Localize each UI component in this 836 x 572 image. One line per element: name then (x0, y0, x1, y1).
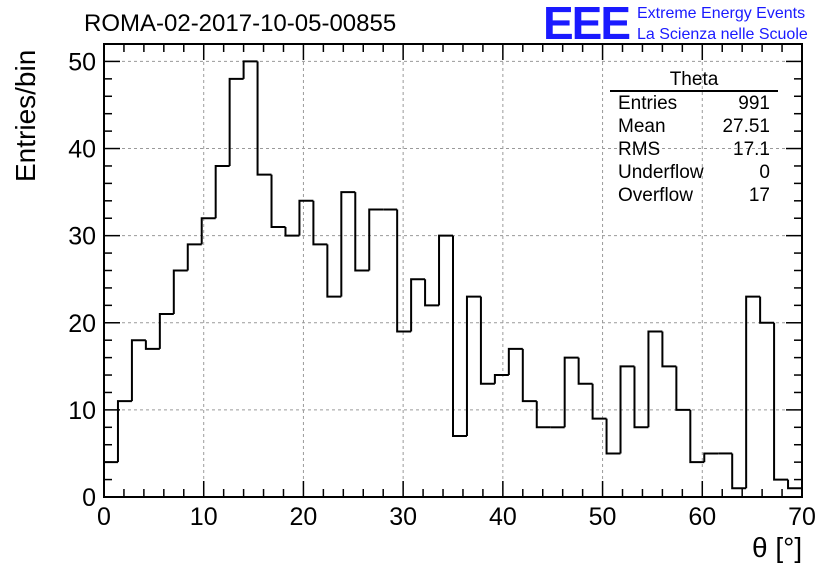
histogram-bar (214, 164, 230, 219)
histogram-bar (591, 383, 607, 420)
stats-row-entries: Entries 991 (610, 92, 778, 115)
histogram-bar (116, 400, 132, 463)
x-tick-label: 0 (97, 503, 111, 531)
histogram-bar (577, 357, 593, 385)
y-axis-label: Entries/bin (10, 49, 41, 182)
histogram-bar (605, 418, 621, 455)
stats-label: Underflow (618, 162, 704, 183)
x-tick-label: 20 (290, 503, 318, 531)
y-tick-label: 40 (68, 136, 96, 164)
histogram-bar (493, 374, 509, 384)
histogram-bar (270, 174, 286, 228)
stats-value: 17.1 (733, 139, 770, 160)
stats-label: RMS (618, 139, 661, 160)
histogram-bar (396, 209, 412, 333)
stats-row-rms: RMS 17.1 (610, 138, 778, 161)
x-tick-label: 30 (389, 503, 417, 531)
logo-caption: Extreme Energy Events La Scienza nelle S… (637, 3, 808, 45)
histogram-bar (424, 279, 440, 307)
y-tick-label: 10 (68, 397, 96, 425)
x-axis-label: θ [°] (752, 532, 803, 563)
histogram-bar (410, 278, 426, 332)
histogram-bar (438, 234, 453, 306)
histogram-bar (521, 348, 537, 403)
histogram-bar (703, 452, 719, 463)
x-tick-label: 10 (190, 503, 218, 531)
histogram-bar (200, 217, 216, 245)
histogram-bar (326, 244, 342, 298)
histogram-bar (563, 356, 579, 428)
stats-value: 27.51 (722, 116, 770, 137)
stats-label: Overflow (618, 185, 693, 206)
histogram-bar (535, 401, 551, 429)
stats-label: Entries (618, 93, 678, 114)
histogram-bar (186, 243, 202, 271)
stats-row-underflow: Underflow 0 (610, 161, 778, 184)
histogram-bar (745, 295, 761, 489)
histogram-bar (340, 191, 356, 297)
histogram-bar (465, 295, 481, 437)
histogram-bar (675, 366, 691, 411)
stats-value: 0 (759, 162, 770, 183)
histogram-bar (284, 226, 300, 237)
x-tick-label: 60 (688, 503, 716, 531)
histogram-bar (452, 235, 467, 438)
histogram-bar (158, 313, 174, 349)
y-tick-label: 50 (68, 48, 96, 76)
histogram-bar (633, 366, 649, 429)
stats-value: 991 (738, 93, 770, 114)
histogram-bar (619, 365, 635, 454)
y-tick-label: 30 (68, 223, 96, 251)
eee-logo: EEE (543, 0, 631, 49)
histogram-bar (661, 331, 677, 368)
histogram-bar (228, 77, 244, 166)
y-tick-label: 0 (82, 484, 96, 512)
x-tick-label: 50 (589, 503, 617, 531)
histogram-bar (354, 192, 370, 272)
histogram-bar (731, 453, 747, 490)
stats-title: Theta (610, 70, 778, 92)
stats-label: Mean (618, 116, 666, 137)
histogram-bar (479, 296, 495, 385)
stats-value: 17 (748, 185, 770, 206)
stats-box: Theta Entries 991 Mean 27.51 RMS 17.1 Un… (610, 70, 778, 207)
stats-row-mean: Mean 27.51 (610, 115, 778, 138)
histogram-bar (368, 208, 384, 271)
histogram-bar (144, 340, 160, 350)
histogram-bar (507, 347, 523, 376)
histogram-bar (298, 199, 314, 236)
histogram-bar (689, 409, 705, 464)
histogram-bar (256, 61, 272, 176)
histogram-bar (773, 322, 789, 481)
histogram-bar (130, 339, 146, 402)
x-tick-label: 70 (788, 503, 816, 531)
histogram-bar (242, 60, 258, 79)
histogram-bar (312, 200, 328, 246)
histogram-bar (172, 269, 188, 315)
chart-title: ROMA-02-2017-10-05-00855 (84, 10, 397, 37)
logo-line-1: Extreme Energy Events (637, 5, 806, 22)
x-tick-label: 40 (489, 503, 517, 531)
histogram-bar (759, 296, 775, 324)
histogram-bar (647, 330, 663, 428)
stats-row-overflow: Overflow 17 (610, 184, 778, 207)
y-tick-label: 20 (68, 310, 96, 338)
histogram-bar (787, 479, 802, 490)
logo-line-2: La Scienza nelle Scuole (637, 26, 808, 43)
